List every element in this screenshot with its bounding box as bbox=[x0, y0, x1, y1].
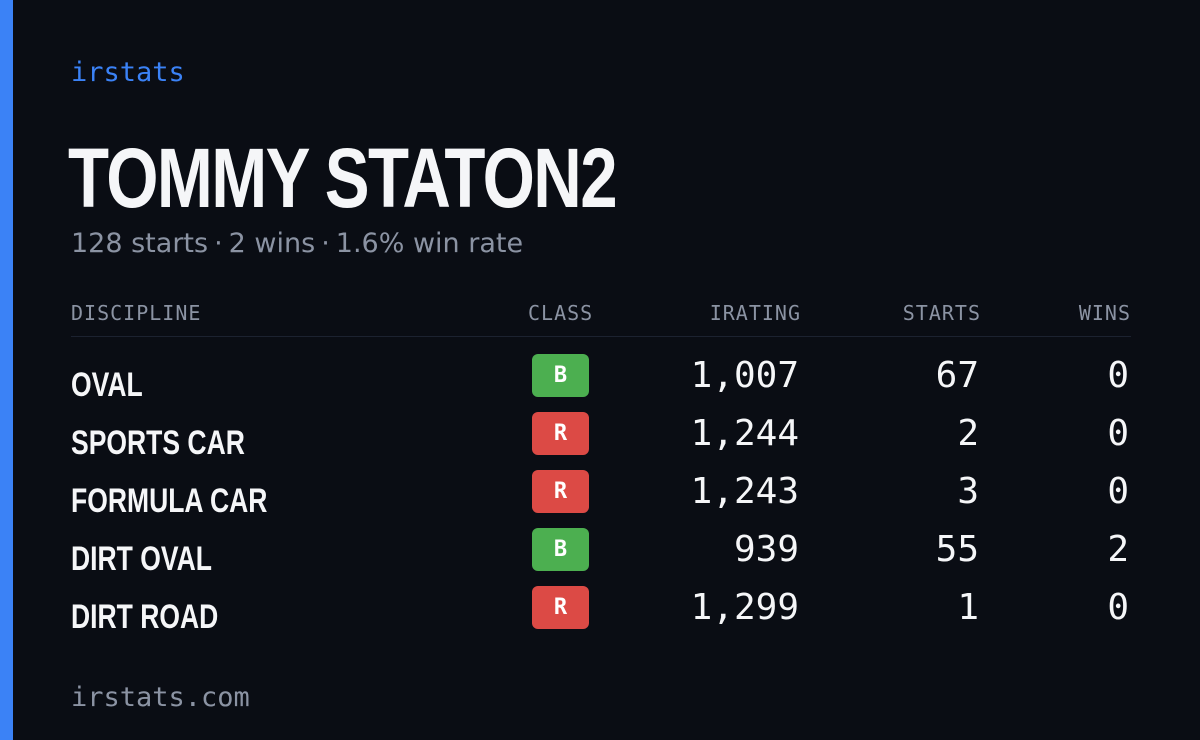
table-header: DISCIPLINE CLASS IRATING STARTS WINS bbox=[71, 298, 1131, 337]
license-class-badge: R bbox=[532, 586, 589, 629]
wins-value: 2 bbox=[1107, 529, 1129, 570]
table-row: DIRT OVAL B 939 55 2 bbox=[71, 528, 1131, 586]
table-row: FORMULA CAR R 1,243 3 0 bbox=[71, 470, 1131, 528]
starts-value: 1 bbox=[957, 587, 979, 628]
column-header-starts: STARTS bbox=[902, 301, 981, 325]
footer-site-url[interactable]: irstats.com bbox=[71, 682, 250, 713]
license-class-badge: R bbox=[532, 412, 589, 455]
license-class-badge: R bbox=[532, 470, 589, 513]
separator-dot: · bbox=[214, 228, 223, 259]
discipline-name: SPORTS CAR bbox=[71, 424, 245, 462]
column-header-class: CLASS bbox=[528, 301, 594, 325]
starts-count: 128 starts bbox=[71, 228, 209, 259]
wins-value: 0 bbox=[1107, 587, 1129, 628]
wins-value: 0 bbox=[1107, 355, 1129, 396]
driver-summary: 128 starts · 2 wins · 1.6% win rate bbox=[71, 226, 523, 262]
irating-value: 1,299 bbox=[690, 587, 799, 628]
starts-value: 67 bbox=[935, 355, 979, 396]
starts-value: 3 bbox=[957, 471, 979, 512]
discipline-name: OVAL bbox=[71, 366, 143, 404]
starts-value: 55 bbox=[935, 529, 979, 570]
accent-bar bbox=[0, 0, 13, 740]
license-class-badge: B bbox=[532, 528, 589, 571]
irating-value: 939 bbox=[733, 529, 799, 570]
discipline-name: DIRT ROAD bbox=[71, 598, 219, 636]
irating-value: 1,244 bbox=[690, 413, 799, 454]
separator-dot: · bbox=[321, 228, 330, 259]
irating-value: 1,243 bbox=[690, 471, 799, 512]
wins-count: 2 wins bbox=[228, 228, 316, 259]
brand-logo-text: irstats bbox=[71, 57, 185, 88]
driver-name: TOMMY STATON2 bbox=[68, 131, 618, 225]
license-class-badge: B bbox=[532, 354, 589, 397]
table-row: OVAL B 1,007 67 0 bbox=[71, 354, 1131, 412]
irating-value: 1,007 bbox=[690, 355, 799, 396]
wins-value: 0 bbox=[1107, 413, 1129, 454]
wins-value: 0 bbox=[1107, 471, 1129, 512]
discipline-name: FORMULA CAR bbox=[71, 482, 268, 520]
table-row: SPORTS CAR R 1,244 2 0 bbox=[71, 412, 1131, 470]
column-header-wins: WINS bbox=[1078, 301, 1131, 325]
column-header-irating: IRATING bbox=[709, 301, 801, 325]
discipline-name: DIRT OVAL bbox=[71, 540, 212, 578]
win-rate: 1.6% win rate bbox=[335, 228, 524, 259]
starts-value: 2 bbox=[957, 413, 979, 454]
table-row: DIRT ROAD R 1,299 1 0 bbox=[71, 586, 1131, 644]
column-header-discipline: DISCIPLINE bbox=[71, 301, 202, 325]
